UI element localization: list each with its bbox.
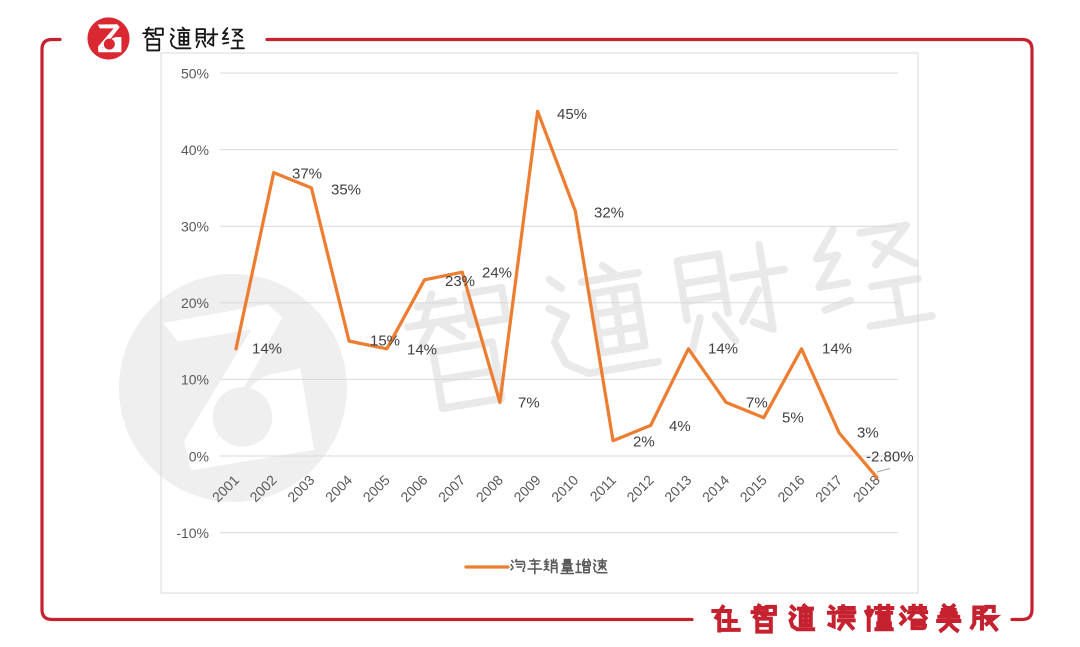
svg-text:0%: 0% bbox=[189, 448, 209, 464]
svg-text:14%: 14% bbox=[252, 340, 282, 357]
svg-text:14%: 14% bbox=[708, 340, 738, 357]
svg-text:32%: 32% bbox=[594, 204, 624, 221]
svg-text:50%: 50% bbox=[181, 65, 209, 81]
svg-text:5%: 5% bbox=[782, 409, 804, 426]
svg-text:7%: 7% bbox=[746, 394, 768, 411]
svg-text:-2.80%: -2.80% bbox=[866, 448, 914, 465]
svg-text:14%: 14% bbox=[822, 340, 852, 357]
svg-text:23%: 23% bbox=[445, 273, 475, 290]
svg-text:24%: 24% bbox=[482, 265, 512, 282]
svg-text:10%: 10% bbox=[181, 372, 209, 388]
svg-text:30%: 30% bbox=[181, 219, 209, 235]
svg-text:37%: 37% bbox=[292, 165, 322, 182]
svg-text:2%: 2% bbox=[633, 433, 655, 450]
svg-text:15%: 15% bbox=[370, 333, 400, 350]
svg-text:-10%: -10% bbox=[176, 525, 209, 541]
svg-text:14%: 14% bbox=[407, 342, 437, 359]
svg-text:4%: 4% bbox=[669, 418, 691, 435]
svg-text:35%: 35% bbox=[331, 181, 361, 198]
svg-text:45%: 45% bbox=[557, 106, 587, 123]
svg-text:40%: 40% bbox=[181, 142, 209, 158]
svg-text:20%: 20% bbox=[181, 295, 209, 311]
svg-text:7%: 7% bbox=[518, 394, 540, 411]
svg-text:3%: 3% bbox=[857, 424, 879, 441]
